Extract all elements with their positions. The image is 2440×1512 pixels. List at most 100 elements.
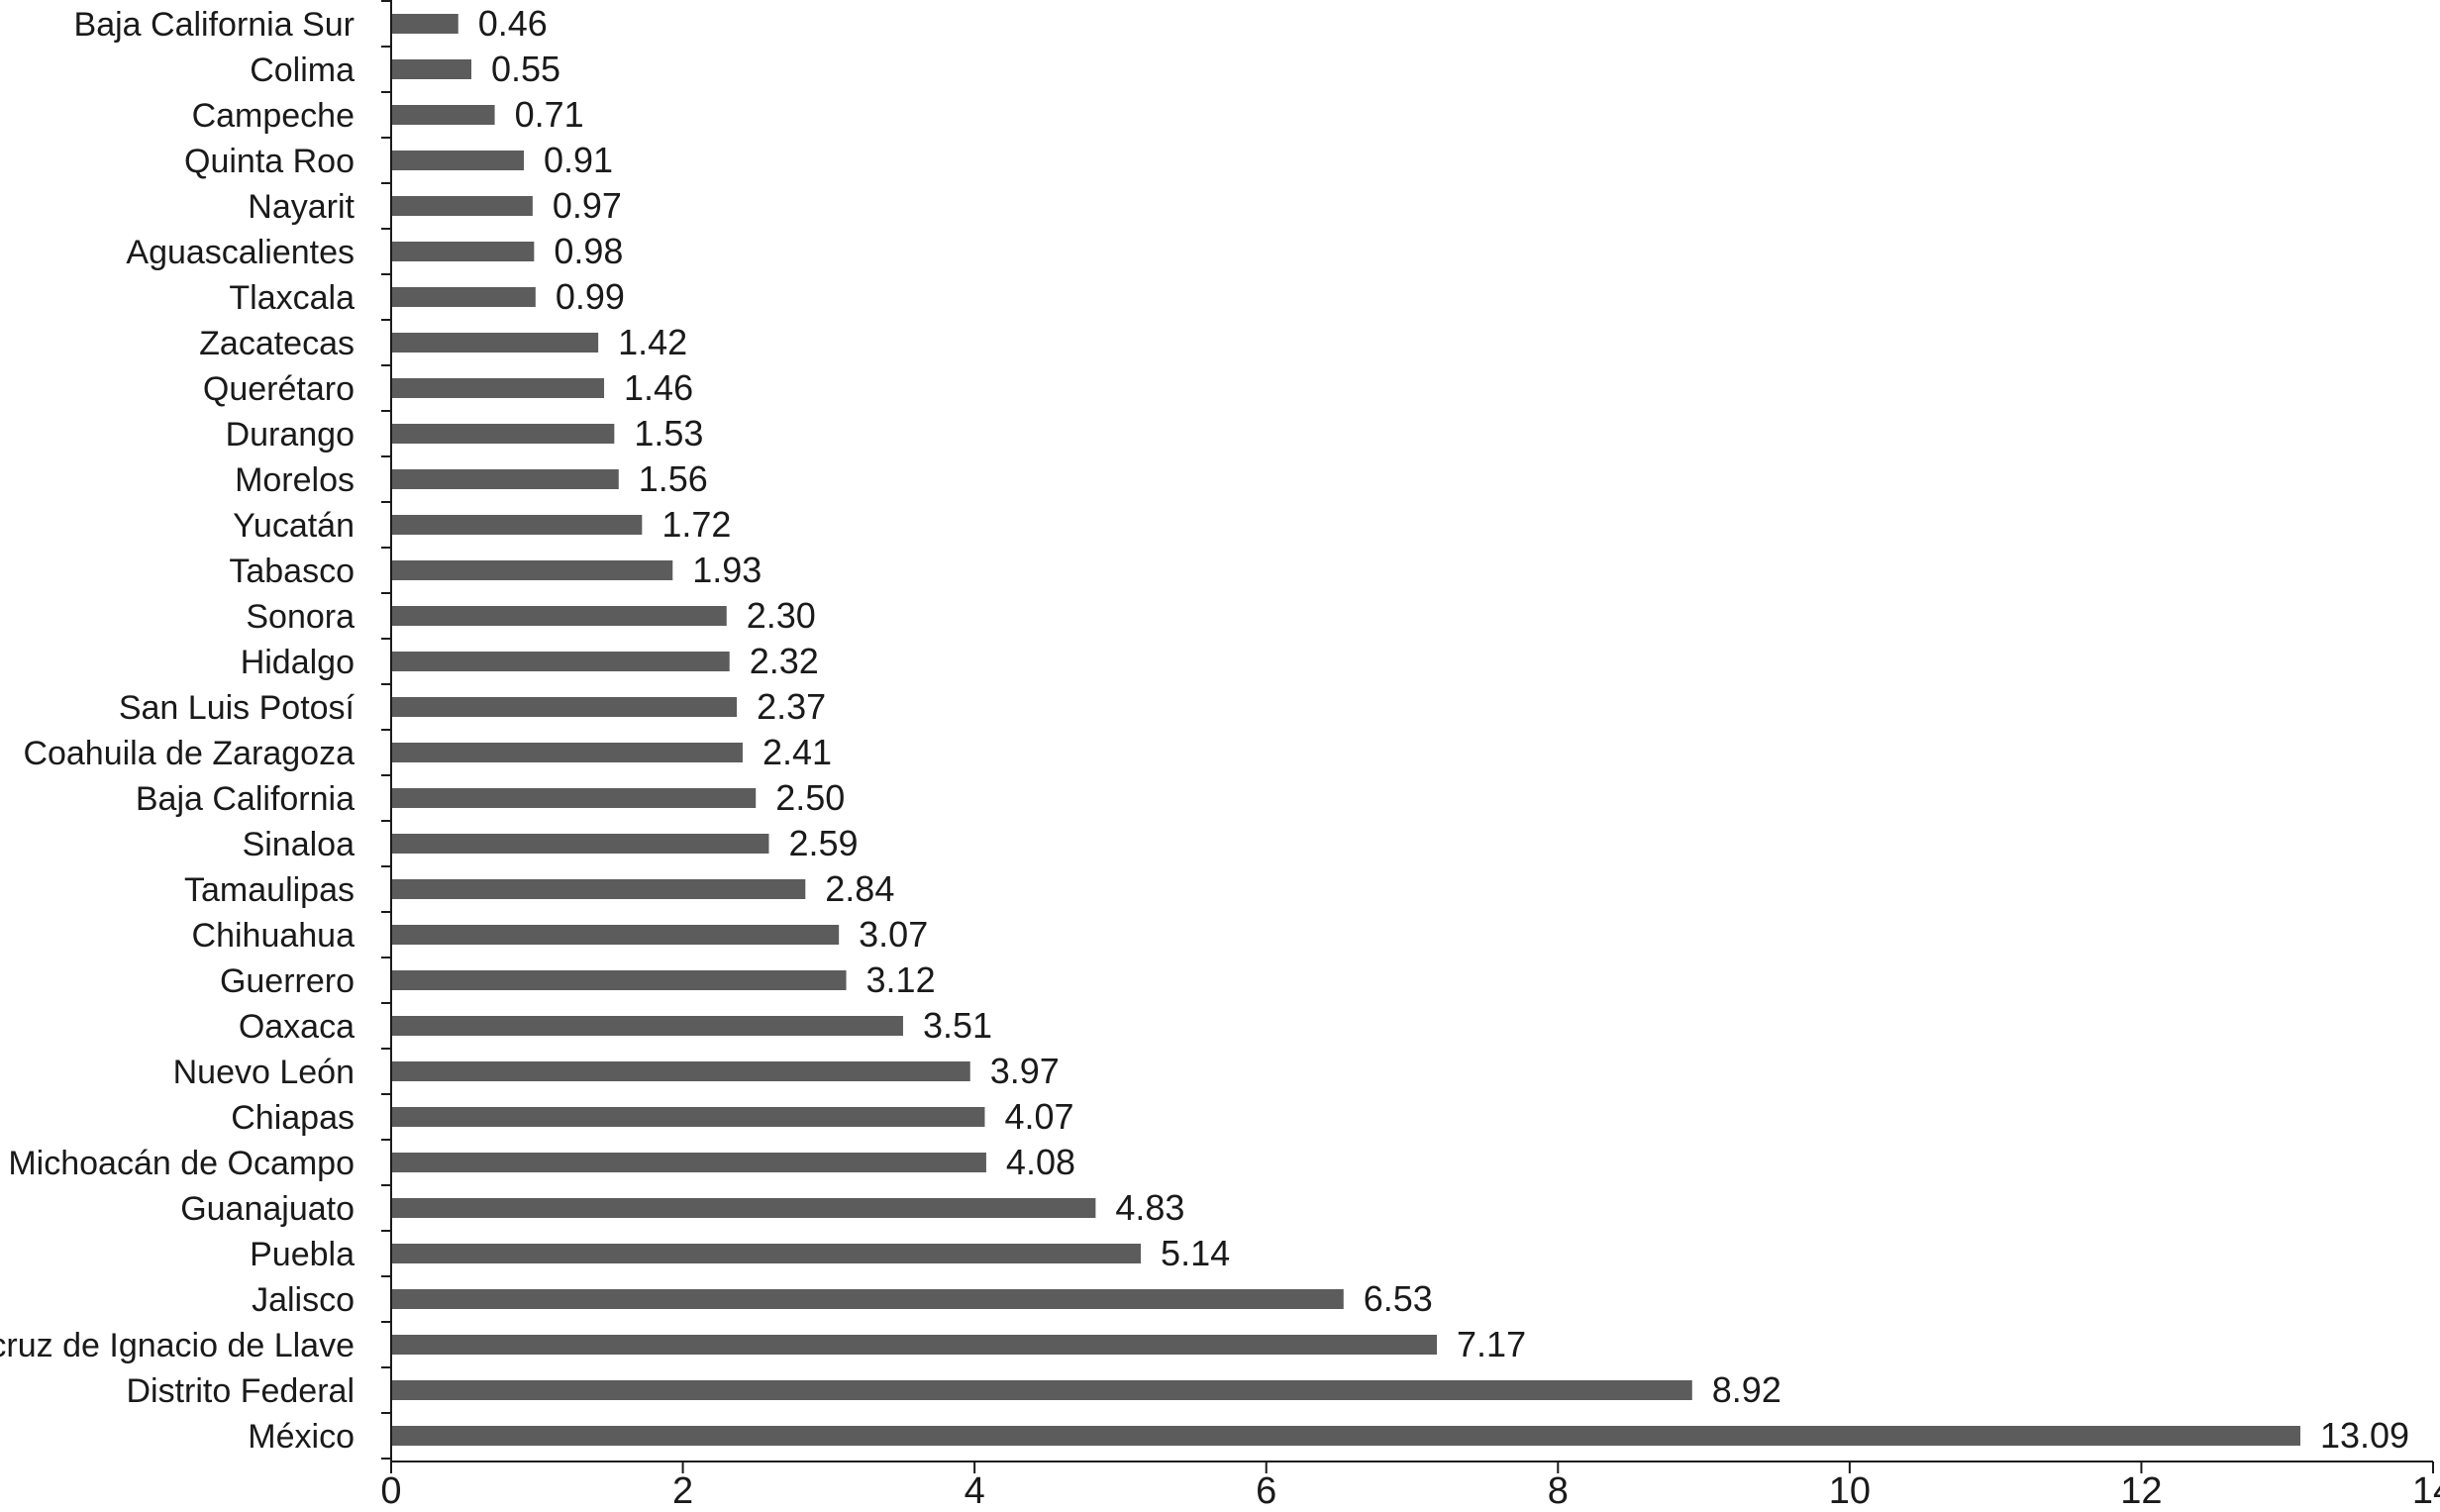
- bar: [391, 469, 619, 489]
- bar: [391, 606, 727, 626]
- category-label: Quinta Roo: [184, 143, 355, 180]
- value-label: 0.71: [515, 94, 584, 135]
- x-tick-label: 0: [380, 1470, 401, 1512]
- x-tick-label: 8: [1548, 1470, 1569, 1512]
- value-label: 1.42: [618, 322, 687, 362]
- value-label: 2.30: [747, 595, 816, 636]
- value-label: 6.53: [1364, 1278, 1433, 1319]
- bar: [391, 1335, 1438, 1355]
- category-label: Tabasco: [229, 553, 355, 590]
- bar: [391, 1289, 1344, 1309]
- value-label: 2.84: [825, 868, 894, 909]
- category-label: San Luis Potosí: [119, 689, 356, 727]
- value-label: 8.92: [1712, 1369, 1781, 1410]
- value-label: 13.09: [2320, 1415, 2409, 1456]
- category-label: Nuevo León: [173, 1054, 355, 1091]
- category-label: Durango: [226, 416, 355, 454]
- x-tick-label: 4: [965, 1470, 985, 1512]
- bar: [391, 515, 643, 535]
- category-label: Colima: [250, 51, 355, 89]
- category-label: Chiapas: [231, 1099, 355, 1137]
- bar: [391, 925, 840, 945]
- bar: [391, 378, 605, 398]
- bars-layer: [391, 14, 2300, 1446]
- value-label: 2.32: [750, 641, 819, 681]
- category-label: Chihuahua: [192, 917, 356, 955]
- category-label: Sonora: [246, 598, 355, 636]
- value-label: 1.56: [639, 458, 708, 499]
- value-label: 0.98: [554, 231, 623, 271]
- category-label: Hidalgo: [241, 644, 355, 681]
- value-label: 0.55: [491, 49, 560, 89]
- value-label: 0.99: [556, 276, 625, 317]
- category-label: Tamaulipas: [184, 871, 355, 909]
- bar: [391, 1061, 970, 1081]
- category-label: Baja California Sur: [74, 6, 355, 44]
- value-label: 7.17: [1457, 1324, 1526, 1364]
- category-labels-layer: Baja California Sur Colima Campeche Quinta …: [0, 6, 356, 1456]
- value-label: 1.93: [692, 550, 762, 590]
- x-tick-label: 10: [1829, 1470, 1871, 1512]
- category-label: Querétaro: [203, 370, 355, 408]
- bar: [391, 1426, 2300, 1446]
- x-tick-label: 2: [672, 1470, 693, 1512]
- value-label: 4.07: [1004, 1096, 1073, 1137]
- value-label: 1.46: [624, 367, 693, 408]
- bar: [391, 1380, 1692, 1400]
- bar: [391, 333, 599, 353]
- bar: [391, 834, 769, 854]
- value-label: 3.97: [990, 1051, 1060, 1091]
- bar: [391, 196, 533, 216]
- x-tick-label: 14: [2412, 1470, 2440, 1512]
- value-label: 5.14: [1161, 1233, 1230, 1273]
- bar: [391, 1153, 986, 1172]
- category-label: Michoacán de Ocampo: [8, 1145, 355, 1182]
- bar: [391, 105, 495, 125]
- category-label: Distrito Federal: [126, 1372, 355, 1410]
- category-label: Guanajuato: [180, 1190, 355, 1228]
- value-label: 1.72: [661, 504, 731, 545]
- category-label: Zacatecas: [199, 325, 355, 362]
- bar: [391, 287, 536, 307]
- value-labels-layer: 0.46 0.55 0.71 0.91 0.97 0.98 0.99 1.42 1.46 1.53…: [478, 3, 2409, 1456]
- category-label: Sinaloa: [243, 826, 356, 863]
- bar: [391, 1107, 985, 1127]
- bar: [391, 697, 738, 717]
- value-label: 4.83: [1115, 1187, 1184, 1228]
- bar: [391, 970, 847, 990]
- bar: [391, 242, 535, 261]
- value-label: 3.12: [866, 959, 936, 1000]
- value-label: 3.07: [859, 914, 928, 955]
- value-label: 2.50: [775, 777, 845, 818]
- value-label: 0.97: [553, 185, 622, 226]
- bar: [391, 424, 615, 444]
- axes-layer: [390, 0, 2433, 1462]
- category-label: Campeche: [192, 97, 355, 135]
- category-label: Coahuila de Zaragoza: [23, 735, 355, 772]
- category-label: Aguascalientes: [126, 234, 355, 271]
- category-label: Veracruz de Ignacio de Llave: [0, 1327, 355, 1364]
- x-tick-label: 12: [2120, 1470, 2162, 1512]
- x-tick-label: 6: [1256, 1470, 1276, 1512]
- value-label: 0.91: [544, 140, 613, 180]
- value-label: 4.08: [1006, 1142, 1075, 1182]
- bar: [391, 151, 525, 170]
- value-label: 2.41: [762, 732, 832, 772]
- bar: [391, 1198, 1096, 1218]
- bar: [391, 1016, 903, 1036]
- bar: [391, 743, 743, 762]
- bar: [391, 560, 673, 580]
- bar: [391, 59, 472, 79]
- category-label: Jalisco: [252, 1281, 355, 1319]
- value-label: 0.46: [478, 3, 548, 44]
- value-label: 2.59: [788, 823, 858, 863]
- value-label: 2.37: [757, 686, 826, 727]
- category-label: Guerrero: [220, 962, 355, 1000]
- value-label: 3.51: [923, 1005, 992, 1046]
- bar: [391, 652, 730, 671]
- bar: [391, 788, 757, 808]
- bar: [391, 14, 458, 34]
- bar: [391, 879, 806, 899]
- category-label: Morelos: [235, 461, 355, 499]
